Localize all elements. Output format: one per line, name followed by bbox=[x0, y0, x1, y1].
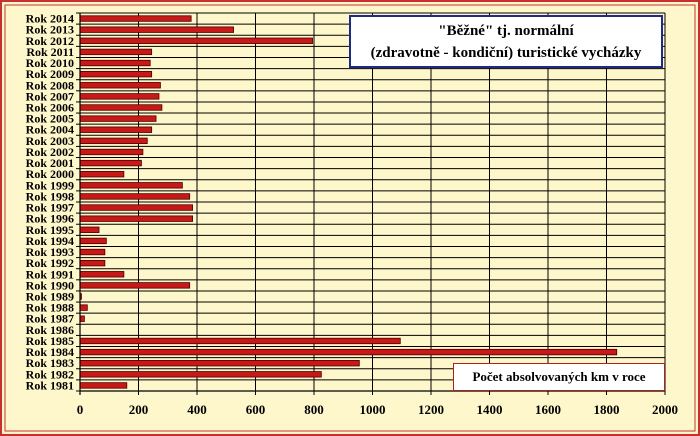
bar-rok-2009 bbox=[79, 70, 153, 78]
category-label: Rok 2004 bbox=[26, 123, 74, 137]
bar-rok-1990 bbox=[79, 282, 191, 289]
bar-rok-1994 bbox=[79, 237, 107, 245]
bar-rok-1996 bbox=[79, 215, 194, 222]
chart-inner-border bbox=[4, 4, 696, 432]
bar-rok-1999 bbox=[79, 182, 183, 189]
bar-rok-1984 bbox=[79, 348, 618, 356]
category-label: Rok 2008 bbox=[26, 78, 74, 92]
bar-rok-1988 bbox=[79, 304, 88, 311]
x-tick-label: 800 bbox=[304, 402, 324, 417]
labels: 0 200 400 600 800 1000 1200 1400 1600 1800 2000 Rok… bbox=[26, 12, 678, 417]
bar-rok-1997 bbox=[79, 204, 194, 211]
category-label: Rok 2005 bbox=[26, 112, 74, 126]
bar-rok-1987 bbox=[79, 315, 85, 322]
category-label: Rok 1996 bbox=[26, 212, 74, 226]
category-label: Rok 2014 bbox=[26, 12, 74, 26]
category-label: Rok 1998 bbox=[26, 189, 74, 203]
bar-rok-2012 bbox=[79, 37, 313, 44]
category-label: Rok 2010 bbox=[26, 56, 74, 70]
category-label: Rok 2006 bbox=[26, 101, 74, 115]
x-tick-label: 200 bbox=[129, 402, 149, 417]
bar-rok-1993 bbox=[79, 248, 106, 256]
category-label: Rok 1994 bbox=[26, 234, 74, 248]
gridlines bbox=[79, 12, 666, 392]
category-label: Rok 1995 bbox=[26, 223, 74, 237]
category-label: Rok 2003 bbox=[26, 134, 74, 148]
chart-title: "Běžné" tj. normální (zdravotně - kondič… bbox=[349, 15, 663, 68]
x-tick-label: 1600 bbox=[535, 402, 561, 417]
category-label: Rok 1985 bbox=[26, 334, 74, 348]
x-tick-label: 1000 bbox=[360, 402, 386, 417]
x-tick-label: 1800 bbox=[594, 402, 620, 417]
category-label: Rok 2001 bbox=[26, 156, 74, 170]
bar-rok-2004 bbox=[79, 126, 153, 133]
category-label: Rok 1988 bbox=[26, 301, 74, 315]
bar-rok-2005 bbox=[79, 115, 157, 122]
bar-rok-2006 bbox=[79, 104, 163, 111]
x-tick-label: 400 bbox=[187, 402, 207, 417]
category-label: Rok 2002 bbox=[26, 145, 74, 159]
category-label: Rok 1984 bbox=[26, 345, 74, 359]
chart-title-line-1: "Běžné" tj. normální bbox=[438, 23, 574, 39]
category-label: Rok 1981 bbox=[26, 378, 74, 392]
category-label: Rok 1990 bbox=[26, 278, 74, 292]
bar-rok-2013 bbox=[79, 26, 234, 33]
x-tick-label: 2000 bbox=[652, 402, 678, 417]
bar-rok-1982 bbox=[79, 371, 322, 378]
x-tick-label: 1200 bbox=[418, 402, 444, 417]
x-tick-label: 1400 bbox=[477, 402, 503, 417]
category-label: Rok 1982 bbox=[26, 367, 74, 381]
category-label: Rok 1991 bbox=[26, 267, 74, 281]
x-tick-label: 600 bbox=[246, 402, 266, 417]
chart-title-line-2: (zdravotně - kondiční) turistické vycház… bbox=[370, 45, 642, 61]
bar-rok-2003 bbox=[79, 137, 148, 145]
bar-rok-2010 bbox=[79, 59, 151, 67]
bar-rok-2001 bbox=[79, 159, 142, 167]
bar-rok-1991 bbox=[79, 271, 125, 278]
bar-rok-1985 bbox=[79, 337, 401, 345]
bar-rok-1981 bbox=[79, 382, 128, 389]
category-label: Rok 2000 bbox=[26, 167, 74, 181]
bar-rok-2011 bbox=[79, 48, 153, 56]
bars bbox=[79, 15, 618, 389]
legend: Počet absolvovaných km v roce bbox=[453, 363, 665, 391]
category-label: Rok 1983 bbox=[26, 356, 74, 370]
category-label: Rok 1987 bbox=[26, 312, 74, 326]
bar-rok-1995 bbox=[79, 226, 100, 233]
bar-rok-2000 bbox=[79, 171, 125, 178]
bar-rok-2007 bbox=[79, 93, 160, 100]
category-label: Rok 2012 bbox=[26, 34, 74, 48]
category-label: Rok 1989 bbox=[26, 290, 74, 304]
bar-rok-1983 bbox=[79, 360, 360, 367]
bar-rok-1998 bbox=[79, 193, 191, 200]
category-label: Rok 1992 bbox=[26, 256, 74, 270]
bar-rok-1992 bbox=[79, 259, 106, 267]
bar-rok-2002 bbox=[79, 148, 144, 156]
x-tick-label: 0 bbox=[77, 402, 84, 417]
bar-rok-2014 bbox=[79, 15, 192, 22]
category-label: Rok 1986 bbox=[26, 323, 74, 337]
category-label: Rok 1993 bbox=[26, 245, 74, 259]
category-label: Rok 2009 bbox=[26, 67, 74, 81]
category-label: Rok 2011 bbox=[26, 45, 74, 59]
category-label: Rok 1999 bbox=[26, 178, 74, 192]
bar-rok-2008 bbox=[79, 82, 161, 89]
category-label: Rok 2007 bbox=[26, 89, 74, 103]
category-label: Rok 1997 bbox=[26, 201, 74, 215]
axes bbox=[76, 12, 666, 395]
category-label: Rok 2013 bbox=[26, 23, 74, 37]
